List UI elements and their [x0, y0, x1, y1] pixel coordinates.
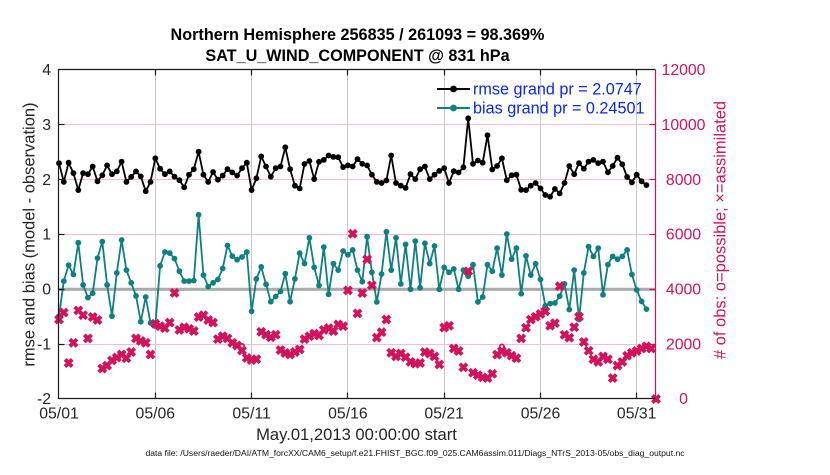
svg-text:# of obs: o=possible; ×=assimi: # of obs: o=possible; ×=assimilated: [712, 101, 730, 359]
svg-text:10000: 10000: [662, 117, 706, 134]
svg-text:2: 2: [42, 172, 51, 189]
svg-text:6000: 6000: [666, 227, 701, 244]
svg-text:0: 0: [42, 282, 51, 299]
svg-text:bias grand pr = 0.24501: bias grand pr = 0.24501: [473, 100, 644, 118]
svg-text:rmse and bias (model - observa: rmse and bias (model - observation): [21, 102, 39, 366]
svg-text:Northern Hemisphere 256835 / 2: Northern Hemisphere 256835 / 261093 = 98…: [171, 26, 545, 44]
svg-text:May.01,2013 00:00:00 start: May.01,2013 00:00:00 start: [256, 425, 457, 444]
svg-text:4: 4: [42, 62, 51, 79]
svg-text:12000: 12000: [662, 62, 706, 79]
svg-text:data file: /Users/raeder/DAI/A: data file: /Users/raeder/DAI/ATM_forcXX/…: [145, 448, 685, 458]
svg-text:05/26: 05/26: [521, 406, 561, 423]
svg-text:05/31: 05/31: [617, 406, 657, 423]
svg-text:0: 0: [679, 391, 688, 408]
svg-text:-2: -2: [37, 391, 51, 408]
svg-text:rmse grand pr = 2.0747: rmse grand pr = 2.0747: [473, 81, 642, 99]
svg-text:05/16: 05/16: [328, 406, 368, 423]
svg-text:05/11: 05/11: [232, 406, 271, 423]
svg-text:SAT_U_WIND_COMPONENT @ 831 hPa: SAT_U_WIND_COMPONENT @ 831 hPa: [205, 47, 510, 65]
svg-text:8000: 8000: [666, 172, 701, 189]
svg-text:1: 1: [42, 227, 51, 244]
svg-text:05/06: 05/06: [136, 406, 176, 423]
svg-text:4000: 4000: [666, 282, 701, 299]
svg-text:3: 3: [42, 117, 51, 134]
svg-text:2000: 2000: [666, 336, 701, 353]
svg-text:05/01: 05/01: [39, 406, 79, 423]
svg-text:-1: -1: [37, 336, 51, 353]
svg-text:05/21: 05/21: [424, 406, 464, 423]
